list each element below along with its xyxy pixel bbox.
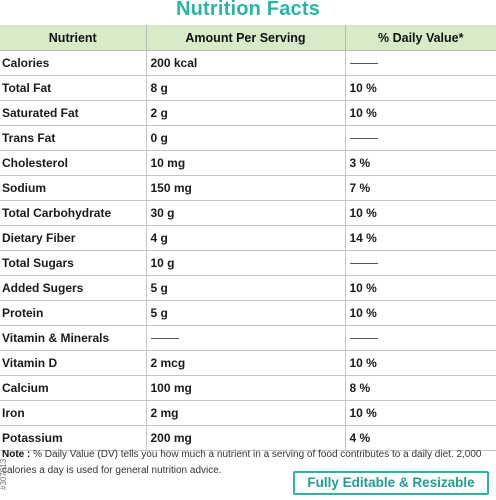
daily-value-cell: 10 % bbox=[345, 100, 496, 126]
daily-value-cell: 10 % bbox=[345, 400, 496, 426]
daily-value-cell: 10 % bbox=[345, 75, 496, 101]
footnote: Note : % Daily Value (DV) tells you how … bbox=[2, 447, 494, 479]
daily-value-cell: 10 % bbox=[345, 275, 496, 301]
empty-dash bbox=[349, 138, 378, 140]
nutrient-cell: Sodium bbox=[0, 175, 147, 201]
table-row: Vitamin & Minerals bbox=[0, 325, 496, 351]
daily-value-cell bbox=[345, 125, 496, 151]
amount-cell: 200 mg bbox=[146, 425, 346, 451]
nutrient-cell: Protein bbox=[0, 300, 147, 326]
daily-value-cell: 7 % bbox=[345, 175, 496, 201]
amount-cell: 10 g bbox=[146, 250, 346, 276]
table-row: Trans Fat 0 g bbox=[0, 125, 496, 151]
empty-dash bbox=[349, 263, 378, 265]
table-row: Total Fat 8 g 10 % bbox=[0, 75, 496, 101]
table-row: Total Carbohydrate 30 g 10 % bbox=[0, 200, 496, 226]
daily-value-cell: 10 % bbox=[345, 350, 496, 376]
table-body: Calories 200 kcal Total Fat 8 g 10 % Saturate… bbox=[0, 50, 496, 451]
amount-cell: 5 g bbox=[146, 300, 346, 326]
nutrient-cell: Total Carbohydrate bbox=[0, 200, 147, 226]
nutrient-cell: Trans Fat bbox=[0, 125, 147, 151]
nutrient-cell: Vitamin D bbox=[0, 350, 147, 376]
daily-value-cell bbox=[345, 325, 496, 351]
nutrient-cell: Potassium bbox=[0, 425, 147, 451]
nutrient-cell: Total Fat bbox=[0, 75, 147, 101]
amount-cell: 100 mg bbox=[146, 375, 346, 401]
daily-value-cell: 14 % bbox=[345, 225, 496, 251]
header-nutrient: Nutrient bbox=[0, 25, 147, 51]
table-row: Saturated Fat 2 g 10 % bbox=[0, 100, 496, 126]
daily-value-cell: 10 % bbox=[345, 200, 496, 226]
header-amount: Amount Per Serving bbox=[146, 25, 346, 51]
amount-cell: 2 mg bbox=[146, 400, 346, 426]
amount-cell: 2 g bbox=[146, 100, 346, 126]
nutrient-cell: Iron bbox=[0, 400, 147, 426]
daily-value-cell bbox=[345, 250, 496, 276]
footnote-label: Note : bbox=[2, 449, 34, 460]
nutrient-cell: Calories bbox=[0, 50, 147, 76]
daily-value-cell: 8 % bbox=[345, 375, 496, 401]
amount-cell: 10 mg bbox=[146, 150, 346, 176]
daily-value-cell: 3 % bbox=[345, 150, 496, 176]
daily-value-cell bbox=[345, 50, 496, 76]
editable-badge: Fully Editable & Resizable bbox=[293, 471, 489, 495]
nutrient-cell: Dietary Fiber bbox=[0, 225, 147, 251]
empty-dash bbox=[349, 338, 378, 340]
amount-cell bbox=[146, 325, 346, 351]
nutrient-cell: Vitamin & Minerals bbox=[0, 325, 147, 351]
stock-id-watermark: #307013 bbox=[0, 380, 11, 490]
amount-cell: 4 g bbox=[146, 225, 346, 251]
amount-cell: 30 g bbox=[146, 200, 346, 226]
nutrient-cell: Cholesterol bbox=[0, 150, 147, 176]
nutrient-cell: Calcium bbox=[0, 375, 147, 401]
table-row: Iron 2 mg 10 % bbox=[0, 400, 496, 426]
amount-cell: 0 g bbox=[146, 125, 346, 151]
amount-cell: 8 g bbox=[146, 75, 346, 101]
amount-cell: 2 mcg bbox=[146, 350, 346, 376]
footnote-text: % Daily Value (DV) tells you how much a … bbox=[2, 449, 482, 476]
nutrient-cell: Added Sugers bbox=[0, 275, 147, 301]
amount-cell: 200 kcal bbox=[146, 50, 346, 76]
table-row: Cholesterol 10 mg 3 % bbox=[0, 150, 496, 176]
table-row: Protein 5 g 10 % bbox=[0, 300, 496, 326]
empty-dash bbox=[349, 63, 378, 65]
amount-cell: 5 g bbox=[146, 275, 346, 301]
table-row: Potassium 200 mg 4 % bbox=[0, 425, 496, 451]
daily-value-cell: 4 % bbox=[345, 425, 496, 451]
nutrient-cell: Saturated Fat bbox=[0, 100, 147, 126]
table-row: Calcium 100 mg 8 % bbox=[0, 375, 496, 401]
stock-id-text: #307013 bbox=[0, 458, 8, 490]
table-row: Added Sugers 5 g 10 % bbox=[0, 275, 496, 301]
header-daily-value: % Daily Value* bbox=[345, 25, 496, 51]
daily-value-cell: 10 % bbox=[345, 300, 496, 326]
table-row: Total Sugars 10 g bbox=[0, 250, 496, 276]
table-row: Sodium 150 mg 7 % bbox=[0, 175, 496, 201]
table-header-row: Nutrient Amount Per Serving % Daily Valu… bbox=[0, 25, 496, 51]
table-row: Dietary Fiber 4 g 14 % bbox=[0, 225, 496, 251]
page-title: Nutrition Facts bbox=[175, 0, 321, 20]
empty-dash bbox=[150, 338, 179, 340]
nutrition-table: Nutrient Amount Per Serving % Daily Valu… bbox=[0, 25, 496, 451]
table-row: Calories 200 kcal bbox=[0, 50, 496, 76]
nutrient-cell: Total Sugars bbox=[0, 250, 147, 276]
amount-cell: 150 mg bbox=[146, 175, 346, 201]
